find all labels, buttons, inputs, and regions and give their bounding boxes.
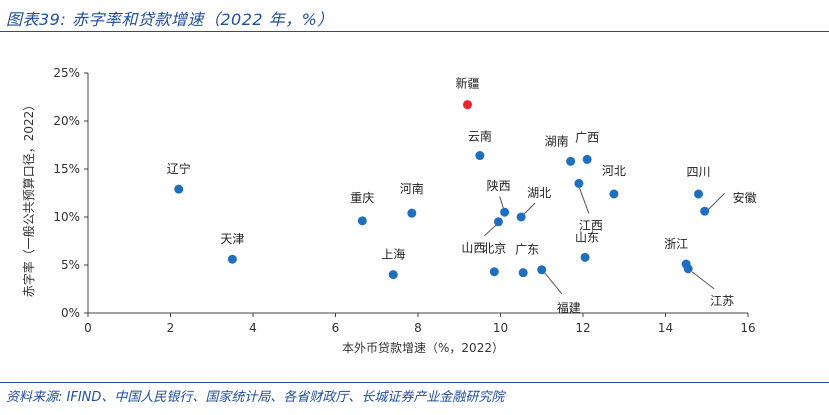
y-tick-label: 20%: [53, 114, 80, 128]
point-label: 广西: [575, 130, 599, 144]
scatter-point: [489, 267, 499, 277]
x-tick-label: 2: [167, 321, 175, 335]
point-label: 江西: [579, 218, 603, 232]
figure-title: 图表39: 赤字率和贷款增速（2022 年，%）: [6, 10, 334, 29]
scatter-point: [493, 217, 503, 227]
point-label: 天津: [220, 232, 244, 246]
scatter-point: [609, 189, 619, 199]
scatter-point: [574, 178, 584, 188]
point-label: 云南: [468, 129, 492, 144]
scatter-point: [227, 254, 237, 264]
leader-line: [708, 192, 726, 210]
scatter-point: [683, 264, 693, 274]
x-tick-label: 4: [249, 321, 257, 335]
leader-line: [691, 271, 715, 290]
point-label: 山东: [575, 230, 599, 244]
scatter-point: [388, 270, 398, 280]
scatter-point: [500, 207, 510, 217]
y-tick-label: 10%: [53, 210, 80, 224]
leader-line: [578, 186, 590, 214]
leader-line: [544, 272, 563, 295]
point-label: 重庆: [350, 191, 374, 205]
scatter-point: [174, 184, 184, 194]
leader-lines: [484, 186, 726, 295]
scatter-point: [580, 252, 590, 262]
data-points: [174, 100, 710, 280]
scatter-point: [700, 206, 710, 216]
point-label: 广东: [515, 243, 539, 257]
point-label: 四川: [686, 165, 710, 179]
point-label: 江苏: [710, 294, 734, 308]
leader-line: [484, 224, 497, 237]
scatter-point: [566, 156, 576, 166]
scatter-point: [537, 265, 547, 275]
point-label: 上海: [381, 247, 405, 262]
title-divider: [0, 31, 829, 32]
point-label: 浙江: [664, 237, 688, 251]
point-label: 山西: [461, 241, 485, 255]
x-tick-label: 6: [332, 321, 340, 335]
source-divider: [0, 382, 829, 383]
x-tick-label: 0: [84, 321, 92, 335]
x-tick-label: 12: [575, 321, 590, 335]
x-tick-label: 8: [414, 321, 422, 335]
y-tick-label: 15%: [53, 162, 80, 176]
point-label: 安徽: [733, 190, 757, 205]
scatter-point: [463, 100, 472, 110]
scatter-point: [582, 154, 592, 164]
x-tick-label: 14: [658, 321, 673, 335]
point-label: 辽宁: [167, 161, 191, 176]
x-axis-ticks: 0 2 4 6 8 10 12 14 16: [84, 313, 756, 335]
scatter-point: [518, 268, 528, 278]
scatter-point: [694, 189, 703, 199]
y-tick-label: 0%: [61, 306, 80, 320]
point-label: 北京: [482, 242, 506, 256]
point-label: 陕西: [487, 178, 511, 193]
point-label: 新疆: [455, 76, 479, 91]
scatter-point: [407, 208, 417, 218]
y-tick-label: 5%: [61, 258, 80, 272]
scatter-point: [357, 216, 367, 226]
scatter-point: [516, 212, 526, 222]
x-axis-title: 本外币贷款增速（%，2022）: [342, 341, 504, 355]
x-tick-label: 16: [740, 321, 755, 335]
x-tick-label: 10: [493, 321, 508, 335]
y-axis-ticks: 0% 5% 10% 15% 20% 25%: [53, 66, 88, 320]
source-note: 资料来源: IFIND、中国人民银行、国家统计局、各省财政厅、长城证券产业金融研…: [6, 390, 505, 405]
y-axis-title: 赤字率（一般公共预算口径，2022）: [21, 99, 36, 298]
point-label: 湖北: [527, 185, 551, 200]
point-label: 河北: [602, 164, 626, 178]
y-tick-label: 25%: [53, 66, 80, 80]
point-label: 河南: [400, 181, 424, 196]
point-label: 福建: [557, 300, 581, 315]
scatter-point: [475, 151, 485, 161]
point-label: 湖南: [545, 133, 569, 148]
